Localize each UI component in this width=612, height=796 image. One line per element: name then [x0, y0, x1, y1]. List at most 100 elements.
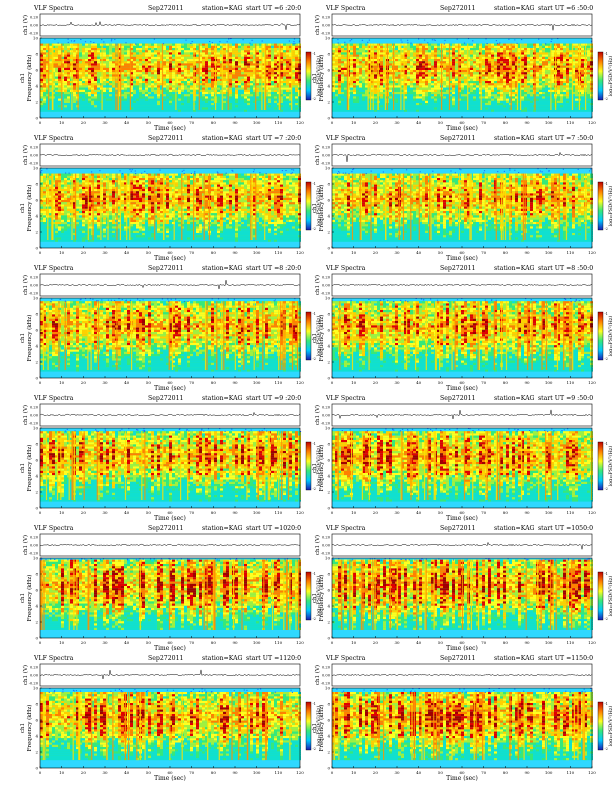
spectrogram-cell	[244, 63, 247, 65]
spectrogram-cell	[250, 74, 253, 76]
spectrogram-cell	[256, 68, 259, 70]
spectrogram-cell	[235, 88, 238, 90]
spectrogram-cell	[184, 83, 187, 85]
spectrogram-cell	[91, 63, 94, 65]
spectrogram-cell	[58, 46, 61, 48]
spectrogram-cell	[133, 77, 136, 79]
spectrogram-cell	[286, 77, 289, 79]
spectrogram-cell	[256, 79, 259, 81]
spectrogram-cell	[136, 101, 139, 103]
spectrogram-cell	[112, 83, 115, 85]
spectrogram-cell	[256, 90, 259, 92]
spectrogram-cell	[55, 96, 58, 98]
spectrogram-cell	[136, 52, 139, 54]
spectrogram-cell	[133, 74, 136, 76]
spectrogram-cell	[286, 107, 289, 109]
spectrogram-cell	[58, 105, 61, 107]
spectrogram-cell	[250, 57, 253, 59]
spectrogram-cell	[157, 92, 160, 94]
spectrogram-cell	[241, 103, 244, 105]
spectrogram-cell	[184, 61, 187, 63]
spectrogram-cell	[94, 70, 97, 72]
spectrogram-cell	[73, 48, 76, 50]
spectrogram-cell	[85, 90, 88, 92]
spectrogram-cell	[235, 68, 238, 70]
spectrogram-cell	[91, 88, 94, 90]
spectrogram-cell	[196, 96, 199, 98]
spectrogram-cell	[178, 88, 181, 90]
spectrogram-cell	[94, 101, 97, 103]
spectrogram-cell	[223, 96, 226, 98]
spectrogram-cell	[187, 107, 190, 109]
spectrogram-cell	[250, 59, 253, 61]
spectrogram-cell	[232, 110, 235, 112]
spectrogram-cell	[142, 63, 145, 65]
spectrogram-cell	[112, 57, 115, 59]
spectrogram-cell	[232, 105, 235, 107]
spectrogram-cell	[85, 74, 88, 76]
spectrogram-cell	[181, 99, 184, 101]
spectrogram-cell	[178, 105, 181, 107]
spectrogram-cell	[157, 50, 160, 52]
spectrogram-cell	[145, 94, 148, 96]
spectrogram-cell	[232, 48, 235, 50]
spectrogram-cell	[247, 105, 250, 107]
spectrogram-cell	[85, 57, 88, 59]
spectrogram-cell	[79, 70, 82, 72]
spectrogram-cell	[94, 55, 97, 57]
spectrogram-cell	[196, 48, 199, 50]
spectrogram-cell	[178, 99, 181, 101]
spectrogram-cell	[55, 72, 58, 74]
spectrogram-cell	[217, 88, 220, 90]
spectrogram-cell	[235, 79, 238, 81]
spectrogram-cell	[241, 68, 244, 70]
spectrogram-cell	[166, 83, 169, 85]
spectrogram-cell	[190, 103, 193, 105]
spectrogram-cell	[232, 107, 235, 109]
spectrogram-cell	[142, 88, 145, 90]
spectrogram-cell	[178, 44, 181, 46]
spectrogram-cell	[247, 59, 250, 61]
spectrogram-cell	[109, 110, 112, 112]
spectrogram-cell	[169, 77, 172, 79]
spectrogram-cell	[163, 46, 166, 48]
spectrogram-cell	[229, 107, 232, 109]
spectrogram-cell	[55, 68, 58, 70]
spectrogram-cell	[121, 96, 124, 98]
spectrogram-cell	[64, 72, 67, 74]
spectrogram-cell	[283, 46, 286, 48]
spectrogram-cell	[58, 110, 61, 112]
spectrogram-cell	[82, 59, 85, 61]
panel-station: station=KAG	[202, 5, 243, 12]
spectrogram-cell	[187, 90, 190, 92]
spectrogram-cell	[139, 44, 142, 46]
spectrogram-cell	[163, 101, 166, 103]
spectrogram-cell	[151, 83, 154, 85]
spectrogram-cell	[55, 59, 58, 61]
spectrogram-cell	[151, 90, 154, 92]
spectrogram-cell	[79, 68, 82, 70]
spectrogram-cell	[133, 96, 136, 98]
spectrogram-cell	[274, 52, 277, 54]
spectrogram-cell	[112, 110, 115, 112]
spectrogram-cell	[88, 74, 91, 76]
spectrogram-cell	[268, 57, 271, 59]
spectrogram-cell	[247, 46, 250, 48]
spectrogram-cell	[55, 70, 58, 72]
spectrogram-cell	[58, 94, 61, 96]
spectrogram-cell	[124, 110, 127, 112]
spectrogram-cell	[145, 72, 148, 74]
spectrogram-cell	[88, 85, 91, 87]
spectrogram-cell	[151, 96, 154, 98]
spectrogram-cell	[127, 52, 130, 54]
spectrogram-cell	[202, 85, 205, 87]
spectrogram-cell	[82, 110, 85, 112]
spectrogram-cell	[88, 77, 91, 79]
spectrogram-cell	[145, 110, 148, 112]
spectrogram-cell	[67, 57, 70, 59]
spectrogram-cell	[172, 63, 175, 65]
spectrogram-cell	[40, 110, 43, 112]
spectrogram-cell	[241, 79, 244, 81]
spectrogram-cell	[223, 105, 226, 107]
spectrogram-cell	[166, 107, 169, 109]
